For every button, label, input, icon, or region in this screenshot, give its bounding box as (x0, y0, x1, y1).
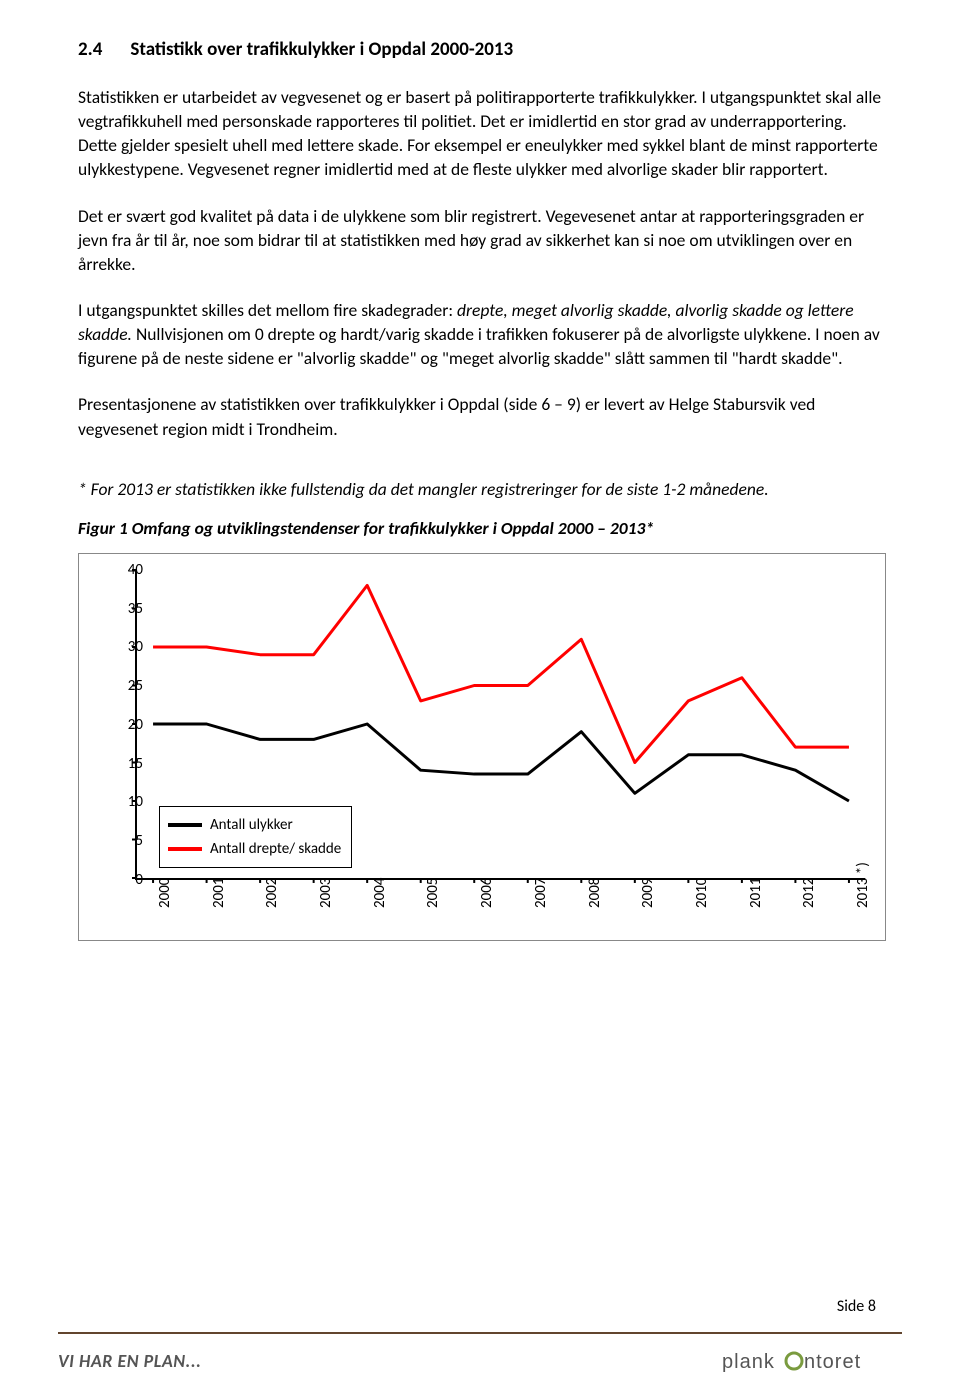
xtick-label: 2004 (371, 877, 389, 907)
xtick-label: 2013 *) (854, 862, 872, 908)
legend-swatch (168, 847, 202, 851)
paragraph-4: Presentasjonene av statistikken over tra… (78, 392, 882, 440)
figure-title: Figur 1 Omfang og utviklingstendenser fo… (78, 517, 882, 539)
xtick-label: 2003 (317, 877, 335, 907)
xtick-label: 2007 (532, 877, 550, 907)
paragraph-3: I utgangspunktet skilles det mellom fire… (78, 298, 882, 370)
legend-row: Antall drepte/ skadde (168, 837, 341, 861)
legend-label: Antall ulykker (210, 813, 293, 837)
footer-logo: plank ntoret (722, 1348, 902, 1374)
ytick-label: 30 (113, 638, 143, 656)
footer-rule (58, 1332, 902, 1334)
footer-slogan: VI HAR EN PLAN... (58, 1350, 201, 1372)
xtick-label: 2010 (693, 877, 711, 907)
xtick-label: 2001 (210, 877, 228, 907)
page-number: Side 8 (837, 1297, 876, 1316)
ytick-label: 15 (113, 755, 143, 773)
section-number: 2.4 (78, 38, 102, 61)
section-title: Statistikk over trafikkulykker i Oppdal … (130, 38, 513, 61)
xtick-label: 2000 (156, 877, 174, 907)
xtick-label: 2005 (424, 877, 442, 907)
legend-row: Antall ulykker (168, 813, 341, 837)
xtick-label: 2008 (586, 877, 604, 907)
legend-label: Antall drepte/ skadde (210, 837, 341, 861)
ytick-label: 0 (113, 871, 143, 889)
footnote: * For 2013 er statistikken ikke fullsten… (78, 477, 882, 501)
p3-part-a: I utgangspunktet skilles det mellom fire… (78, 299, 457, 321)
ytick-label: 10 (113, 793, 143, 811)
xtick-label: 2006 (478, 877, 496, 907)
svg-text:plank: plank (722, 1351, 775, 1373)
ytick-label: 40 (113, 561, 143, 579)
section-heading: 2.4 Statistikk over trafikkulykker i Oppd… (78, 38, 882, 61)
series-line (153, 724, 849, 801)
ytick-label: 20 (113, 716, 143, 734)
p3-part-c: Nullvisjonen om 0 drepte og hardt/varig … (78, 323, 880, 369)
paragraph-2: Det er svært god kvalitet på data i de u… (78, 204, 882, 276)
paragraph-1: Statistikken er utarbeidet av vegvesenet… (78, 85, 882, 182)
legend: Antall ulykkerAntall drepte/ skadde (159, 806, 352, 868)
xtick-label: 2011 (747, 877, 765, 907)
xtick-label: 2012 (800, 877, 818, 907)
chart-frame: Antall ulykkerAntall drepte/ skadde 0 5 10… (78, 553, 886, 941)
xtick-label: 2009 (639, 877, 657, 907)
ytick-label: 35 (113, 600, 143, 618)
series-line (153, 585, 849, 762)
ytick-label: 25 (113, 677, 143, 695)
ytick-label: 5 (113, 832, 143, 850)
xtick-label: 2002 (263, 877, 281, 907)
svg-text:ntoret: ntoret (804, 1351, 861, 1373)
legend-swatch (168, 823, 202, 827)
